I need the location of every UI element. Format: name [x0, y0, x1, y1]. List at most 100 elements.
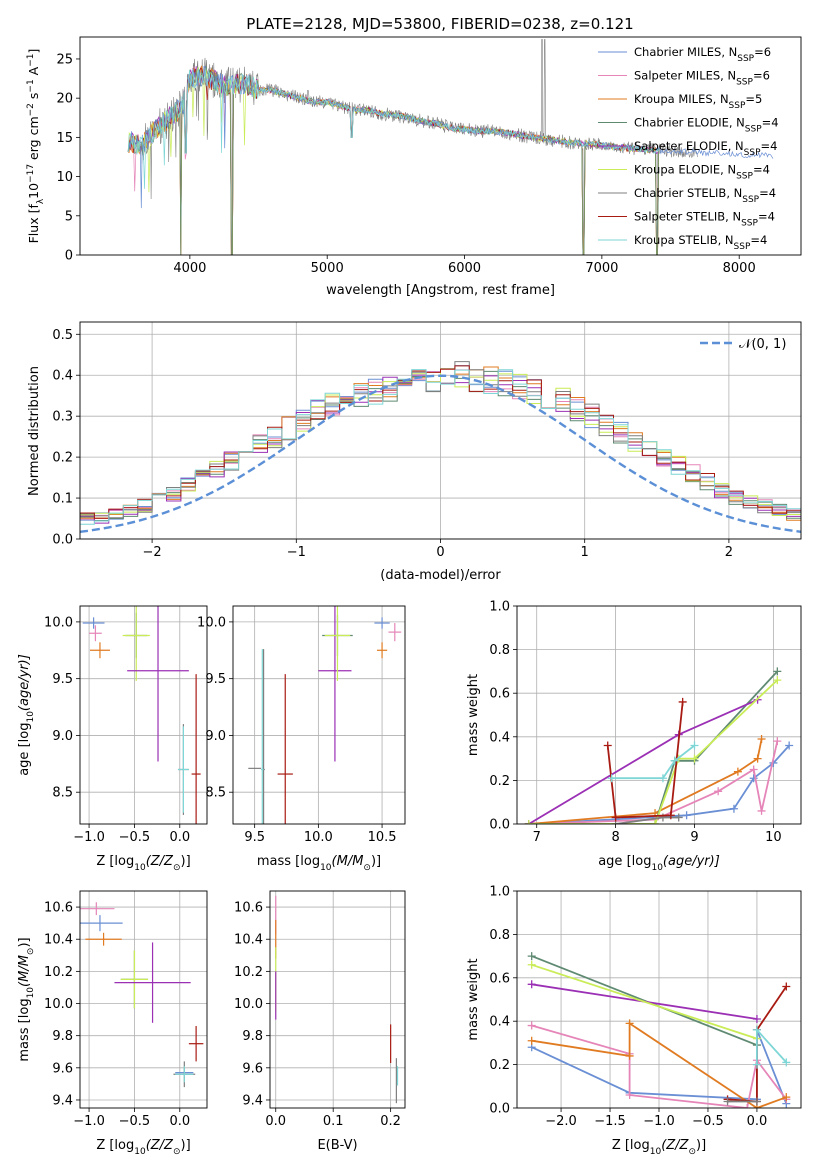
- x-tick-label: 9.5: [244, 830, 265, 845]
- errorbar-point: [114, 942, 191, 1023]
- x-tick-label: 0.2: [380, 1114, 401, 1129]
- y-tick-label: 9.0: [52, 729, 73, 744]
- y-tick-label: 10.0: [234, 997, 263, 1012]
- label-part: (Z/Z: [661, 1138, 689, 1153]
- y-tick-label: 10: [56, 170, 73, 185]
- weight-marker: [527, 1021, 536, 1030]
- label-part: s: [26, 93, 41, 104]
- weight-marker: [625, 1019, 634, 1028]
- weight-marker: [752, 1097, 761, 1106]
- y-tick-label: 9.8: [52, 1029, 73, 1044]
- weight-marker: [743, 1104, 752, 1108]
- errorbar-point: [277, 674, 293, 824]
- axes-frame: [79, 605, 208, 825]
- label-part: 10: [650, 1147, 662, 1157]
- legend-entry: Chabrier STELIB, NSSP=4: [634, 186, 776, 205]
- label-part: Flux [f: [26, 204, 41, 244]
- errorbar-point: [85, 932, 122, 946]
- label-part: Salpeter MILES, N: [634, 69, 736, 83]
- y-tick-label: 0.0: [489, 818, 510, 833]
- x-tick-label: 2: [725, 545, 733, 560]
- residuals-panel: −2 −1 0 1 2 0.0 0.1 0.2 0.3 0.4 0.5 𝒩(0, 1) (data-mo…: [27, 321, 802, 583]
- weight-marker: [651, 820, 660, 824]
- y-tick-label: 0.6: [489, 971, 510, 986]
- errorbar-point: [175, 1066, 194, 1083]
- label-part: −2: [26, 103, 36, 116]
- label-part: =4: [753, 163, 770, 177]
- y-tick-label: 9.6: [52, 1061, 73, 1076]
- y-tick-label: 0.1: [52, 492, 73, 507]
- label-part: )]: [17, 937, 32, 947]
- weight-marker: [752, 1015, 761, 1024]
- weight-marker: [611, 813, 620, 822]
- y-tick-label: 0.4: [52, 369, 73, 384]
- y-tick-label: 0.2: [489, 1058, 510, 1073]
- weight-marker: [773, 667, 782, 676]
- y-tick-label: 10.2: [44, 965, 73, 980]
- mass_vs_Z-plot-area: [80, 891, 207, 1108]
- weight-marker: [757, 806, 766, 815]
- label-part: ⊙: [363, 863, 371, 873]
- x-tick-label: 1: [581, 545, 589, 560]
- x-tick-label: −0.5: [119, 1114, 151, 1129]
- x-tick-label: 0.0: [169, 830, 190, 845]
- y-tick-label: 0.8: [489, 643, 510, 658]
- x-tick-label: 8000: [723, 261, 756, 276]
- label-part: SSP: [742, 195, 759, 205]
- errorbar-point: [177, 726, 189, 813]
- errorbar-point: [89, 625, 102, 642]
- errorbar-point: [80, 915, 123, 932]
- label-part: Kroupa MILES, N: [634, 92, 729, 106]
- x-tick-label: 0.0: [169, 1114, 190, 1129]
- label-part: Z [log: [96, 854, 134, 869]
- x-tick-label: 9: [690, 830, 698, 845]
- y-tick-label: 0.6: [489, 687, 510, 702]
- legend-entry: Chabrier ELODIE, NSSP=4: [634, 116, 779, 135]
- legend-entry: Chabrier MILES, NSSP=6: [634, 45, 771, 64]
- weight-marker: [527, 980, 536, 989]
- spectrum-plot-area: [127, 39, 774, 255]
- weight-marker: [527, 1036, 536, 1045]
- label-part: −1: [26, 79, 36, 92]
- label-part: −17: [26, 164, 36, 183]
- label-part: SSP: [744, 148, 761, 158]
- label-part: A: [26, 66, 41, 79]
- weight-marker: [625, 1051, 634, 1060]
- label-part: 10: [320, 863, 332, 873]
- age_vs_mass-plot-area: [233, 606, 405, 824]
- axes-frame: [516, 890, 802, 1109]
- label-part: Kroupa ELODIE, N: [634, 163, 736, 177]
- label-part: =4: [762, 116, 779, 130]
- label-part: SSP: [729, 101, 746, 111]
- label-part: Salpeter STELIB, N: [634, 210, 741, 224]
- y-tick-label: 9.4: [242, 1093, 263, 1108]
- weight-marker: [723, 1097, 732, 1106]
- weight-line: [531, 1024, 788, 1108]
- weight-marker: [752, 1060, 761, 1069]
- mass_vs_Z-panel: −1.0 −0.5 0.0 9.4 9.6 9.8 10.0 10.2 10.4 10.6 Z [l…: [17, 890, 208, 1157]
- weight-marker: [714, 787, 723, 796]
- errorbar-point: [374, 617, 390, 629]
- weight-marker: [690, 754, 699, 763]
- axes-frame: [79, 36, 802, 256]
- weight-marker: [752, 1025, 761, 1034]
- y-axis-label: mass weight: [466, 958, 481, 1040]
- y-tick-label: 9.8: [242, 1029, 263, 1044]
- mass_weight_vs_Z-panel: −2.0 −1.5 −1.0 −0.5 0.0 0.0 0.2 0.4 0.6 0.8 1.0 Z […: [466, 885, 802, 1157]
- label-part: SSP: [736, 78, 753, 88]
- weight-marker: [603, 741, 612, 750]
- x-tick-label: 0.0: [747, 1114, 768, 1129]
- weight-marker: [674, 813, 683, 822]
- errorbar-point: [120, 950, 149, 1009]
- y-tick-label: 10.2: [234, 965, 263, 980]
- mass_weight_vs_age-plot-area: [517, 606, 801, 824]
- weight-marker: [678, 697, 687, 706]
- weight-marker: [733, 767, 742, 776]
- y-tick-label: 0.3: [52, 410, 73, 425]
- x-tick-label: −0.5: [692, 1114, 724, 1129]
- y-tick-label: 10.6: [234, 901, 263, 916]
- weight-marker: [782, 1058, 791, 1067]
- x-tick-label: 5000: [311, 261, 344, 276]
- x-tick-label: 10.0: [304, 830, 333, 845]
- weight-marker: [658, 774, 667, 783]
